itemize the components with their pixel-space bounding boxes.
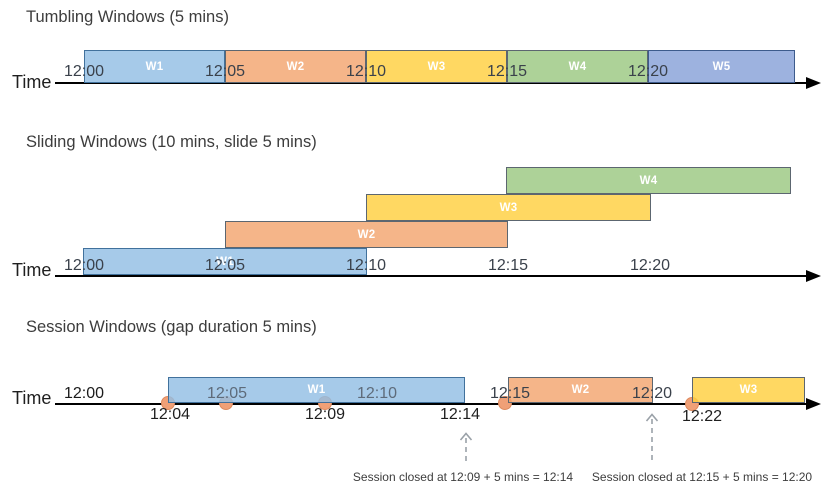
session-close-arrow-icon [459, 432, 473, 464]
window-bar-w4: W4 [507, 50, 648, 83]
session-close-arrow-icon [645, 413, 659, 464]
event-time-label: 12:04 [149, 406, 191, 423]
tick-label: 12:05 [206, 385, 248, 402]
section-title-tumbling: Tumbling Windows (5 mins) [26, 8, 229, 26]
tick-label: 12:15 [486, 63, 528, 80]
window-bar-w1: W1 [84, 50, 225, 83]
window-label: W1 [307, 384, 326, 396]
tick-label: 12:00 [63, 257, 105, 274]
tick-label: 12:10 [356, 385, 398, 402]
window-bar-w2: W2 [225, 221, 508, 248]
timeline-arrow-icon [806, 77, 821, 89]
tick-label: 12:00 [63, 385, 105, 402]
event-time-label: 12:14 [439, 406, 481, 423]
tick-label: 12:05 [204, 63, 246, 80]
window-label: W1 [216, 255, 234, 268]
section-title-session: Session Windows (gap duration 5 mins) [26, 318, 317, 336]
tick-label: 12:15 [489, 385, 531, 402]
timeline [55, 275, 808, 277]
window-label: W5 [712, 60, 731, 73]
window-bar-w2: W2 [508, 377, 653, 403]
window-label: W4 [568, 60, 587, 73]
window-label: W2 [357, 228, 376, 241]
tick-label: 12:15 [487, 257, 529, 274]
tick-label: 12:20 [631, 385, 673, 402]
window-bar-w3: W3 [692, 377, 805, 403]
tick-label: 12:05 [204, 257, 246, 274]
time-axis-label: Time [12, 72, 52, 92]
tick-label: 12:00 [63, 63, 105, 80]
timeline-arrow-icon [806, 398, 821, 410]
event-time-label: 12:09 [304, 406, 346, 423]
window-bar-w5: W5 [648, 50, 795, 83]
window-label: W3 [739, 384, 758, 396]
time-axis-label: Time [12, 260, 52, 280]
tick-label: 12:10 [345, 63, 387, 80]
section-title-sliding: Sliding Windows (10 mins, slide 5 mins) [26, 133, 317, 151]
window-bar-w4: W4 [506, 167, 791, 194]
tick-label: 12:20 [627, 63, 669, 80]
tick-label: 12:20 [629, 257, 671, 274]
window-bar-w3: W3 [366, 50, 507, 83]
window-label: W2 [571, 384, 590, 396]
window-label: W3 [427, 60, 446, 73]
tick-label: 12:10 [345, 257, 387, 274]
window-bar-w2: W2 [225, 50, 366, 83]
window-label: W2 [286, 60, 305, 73]
event-time-label: 12:22 [681, 408, 723, 425]
window-label: W1 [145, 60, 164, 73]
session-close-note: Session closed at 12:09 + 5 mins = 12:14 [352, 470, 574, 484]
time-axis-label: Time [12, 388, 52, 408]
window-bar-w1: W1 [83, 248, 367, 275]
timeline-arrow-icon [806, 270, 821, 282]
timeline [55, 82, 808, 84]
window-bar-w3: W3 [366, 194, 651, 221]
window-label: W4 [639, 174, 658, 187]
timeline [55, 403, 808, 405]
window-bar-w1: W1 [168, 377, 465, 403]
session-close-note: Session closed at 12:15 + 5 mins = 12:20 [591, 470, 813, 484]
window-label: W3 [499, 201, 518, 214]
